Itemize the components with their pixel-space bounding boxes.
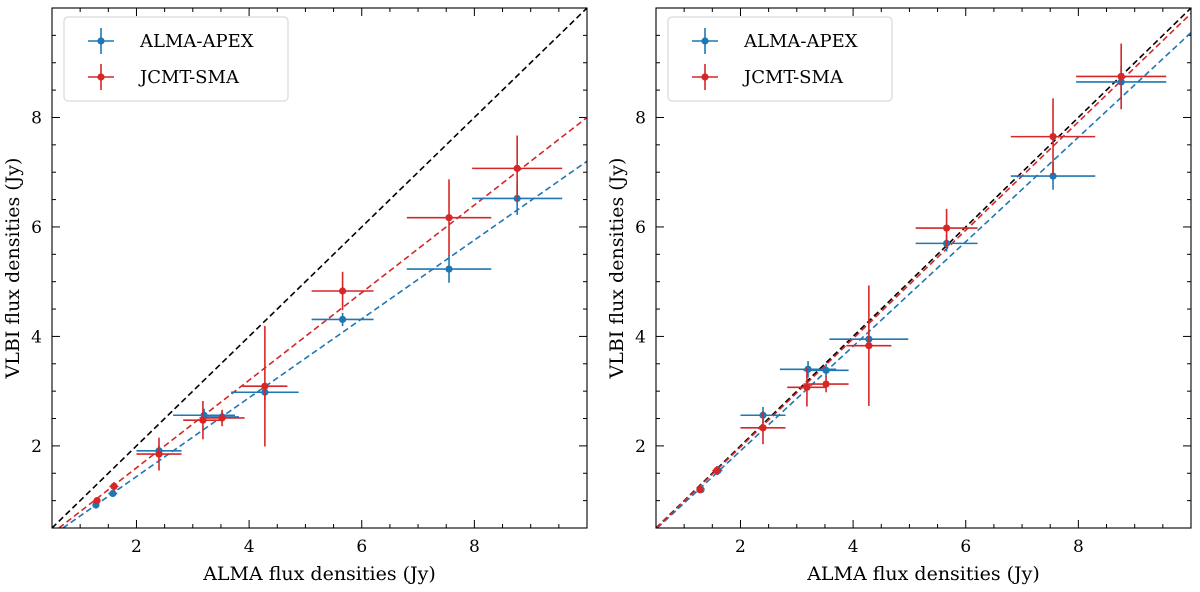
data-point-jcmt-sma (713, 466, 721, 475)
tick-marks (656, 8, 1191, 528)
legend-box (667, 16, 893, 102)
x-tick-label: 2 (735, 537, 746, 557)
data-point-jcmt-sma (942, 224, 951, 232)
plot-area (52, 8, 587, 528)
y-tick-label: 8 (31, 108, 42, 128)
legend-marker-alma-apex (701, 37, 709, 45)
data-point-jcmt-sma (759, 424, 767, 432)
legend-marker-alma-apex (97, 37, 105, 45)
x-tick-label: 8 (469, 537, 480, 557)
y-axis-label: VLBI flux densities (Jy) (606, 158, 628, 380)
legend-box (63, 16, 289, 102)
data-point-jcmt-sma (155, 450, 163, 458)
data-point-jcmt-sma (93, 497, 101, 505)
axes-frame (51, 7, 588, 529)
data-point-jcmt-sma (338, 287, 347, 295)
x-axis-label: ALMA flux densities (Jy) (806, 563, 1040, 585)
data-point-jcmt-sma (1049, 133, 1057, 141)
data-point-jcmt-sma (513, 164, 521, 172)
reference-line (656, 8, 1191, 528)
x-tick-label: 4 (848, 537, 859, 557)
data-point-jcmt-sma (696, 486, 704, 494)
legend-label-alma-apex: ALMA-APEX (139, 31, 254, 52)
data-point-jcmt-sma (110, 482, 118, 490)
data-point-alma-apex (804, 365, 812, 373)
fit-line-jcmt-sma (656, 12, 1191, 528)
data-point-jcmt-sma (822, 380, 830, 388)
data-point-alma-apex (822, 366, 830, 374)
panel-left: 2 4 6 8 2 4 6 8 ALMA flux densities (Jy) VLBI flu… (2, 7, 588, 585)
fit-line-alma-apex (656, 32, 1191, 528)
y-axis-label: VLBI flux densities (Jy) (2, 158, 24, 380)
panel-right: 2 4 6 8 2 4 6 8 ALMA flux densities (Jy) VLBI flu… (606, 7, 1192, 585)
data-point-alma-apex (109, 489, 117, 498)
data-point-jcmt-sma (803, 383, 811, 391)
y-tick-label: 2 (31, 437, 42, 457)
legend: ALMA-APEX JCMT-SMA (667, 16, 893, 102)
legend-marker-jcmt-sma (701, 73, 709, 81)
plot-area (656, 8, 1191, 528)
data-point-jcmt-sma (445, 214, 453, 222)
y-tick-label: 2 (635, 437, 646, 457)
fit-line-jcmt-sma (58, 116, 587, 528)
x-tick-label: 2 (131, 537, 142, 557)
x-tick-label: 8 (1073, 537, 1084, 557)
x-axis-label: ALMA flux densities (Jy) (202, 563, 436, 585)
reference-line (52, 8, 587, 528)
y-tick-label: 6 (635, 218, 646, 238)
data-point-alma-apex (338, 315, 347, 324)
data-point-jcmt-sma (261, 382, 269, 390)
data-point-jcmt-sma (865, 342, 873, 350)
tick-marks (52, 8, 587, 528)
legend-marker-jcmt-sma (97, 73, 105, 81)
y-tick-label: 6 (31, 218, 42, 238)
data-point-alma-apex (445, 265, 453, 273)
data-point-alma-apex (1049, 172, 1057, 180)
legend-label-jcmt-sma: JCMT-SMA (742, 67, 844, 88)
data-point-jcmt-sma (1117, 72, 1125, 81)
axes-frame (655, 7, 1192, 529)
data-point-jcmt-sma (218, 414, 226, 422)
legend-label-jcmt-sma: JCMT-SMA (138, 67, 240, 88)
y-tick-label: 8 (635, 108, 646, 128)
x-tick-label: 6 (960, 537, 971, 557)
legend-label-alma-apex: ALMA-APEX (743, 31, 858, 52)
y-tick-label: 4 (31, 327, 42, 347)
x-tick-label: 6 (356, 537, 367, 557)
x-tick-label: 4 (244, 537, 255, 557)
legend: ALMA-APEX JCMT-SMA (63, 16, 289, 102)
y-tick-label: 4 (635, 327, 646, 347)
fit-line-alma-apex (62, 160, 587, 528)
